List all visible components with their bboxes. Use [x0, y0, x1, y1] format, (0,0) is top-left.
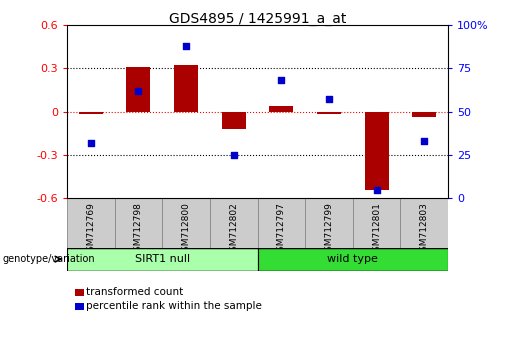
Bar: [67, 248, 258, 271]
Bar: [79, 112, 102, 114]
Bar: [305, 198, 353, 248]
Bar: [127, 67, 150, 112]
Bar: [222, 112, 246, 129]
Point: [325, 97, 333, 102]
Bar: [258, 248, 448, 271]
Bar: [210, 198, 258, 248]
Bar: [353, 198, 401, 248]
Point: [230, 152, 238, 158]
Text: wild type: wild type: [328, 254, 378, 264]
Text: GSM712799: GSM712799: [324, 202, 333, 257]
Text: GSM712802: GSM712802: [229, 202, 238, 257]
Bar: [114, 198, 162, 248]
Text: transformed count: transformed count: [86, 287, 183, 297]
Text: GSM712803: GSM712803: [420, 202, 428, 257]
Text: GSM712798: GSM712798: [134, 202, 143, 257]
Bar: [174, 65, 198, 112]
Text: GSM712797: GSM712797: [277, 202, 286, 257]
Bar: [365, 112, 388, 190]
Text: genotype/variation: genotype/variation: [3, 254, 95, 264]
Text: percentile rank within the sample: percentile rank within the sample: [86, 301, 262, 311]
Bar: [75, 303, 84, 310]
Point: [372, 187, 381, 193]
Bar: [162, 198, 210, 248]
Bar: [401, 198, 448, 248]
Text: GSM712769: GSM712769: [87, 202, 95, 257]
Point: [87, 140, 95, 145]
Point: [277, 78, 285, 83]
Bar: [413, 112, 436, 117]
Bar: [258, 198, 305, 248]
Text: GSM712800: GSM712800: [182, 202, 191, 257]
Text: SIRT1 null: SIRT1 null: [134, 254, 190, 264]
Point: [182, 43, 190, 48]
Point: [134, 88, 143, 93]
Text: GDS4895 / 1425991_a_at: GDS4895 / 1425991_a_at: [169, 12, 346, 27]
Bar: [269, 106, 293, 112]
Bar: [317, 112, 341, 114]
Bar: [67, 198, 115, 248]
Bar: [75, 289, 84, 296]
Text: GSM712801: GSM712801: [372, 202, 381, 257]
Point: [420, 138, 428, 144]
